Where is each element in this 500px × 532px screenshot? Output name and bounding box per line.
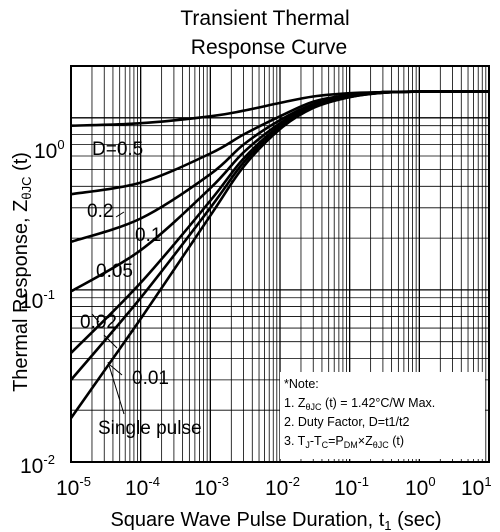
curves-group: [69, 90, 489, 419]
plot-frame: [70, 65, 490, 463]
label-d-0-05: 0.05: [96, 261, 133, 282]
note-line-1: 1. ZθJC (t) = 1.42°C/W Max.: [284, 396, 435, 412]
note-line-3: 3. TJ-TC=PDM×ZθJC (t): [284, 434, 404, 450]
curve-labels: D=0.5 0.2 0.1 0.05 0.02 0.01 Single puls…: [80, 139, 202, 439]
chart-title-line-2: Response Curve: [191, 36, 347, 59]
series-curve-6: [69, 90, 489, 419]
label-leaders: [91, 211, 125, 415]
x-tick-label-1e1: 101: [461, 474, 492, 500]
note-heading: *Note:: [284, 377, 319, 391]
label-single-pulse: Single pulse: [98, 418, 202, 439]
x-tick-label-1e-2: 10-2: [265, 474, 300, 500]
x-tick-label-1e-3: 10-3: [194, 474, 229, 500]
note-line-2: 2. Duty Factor, D=t1/t2: [284, 415, 409, 429]
x-tick-label-1e0: 100: [405, 474, 436, 500]
y-tick-label-1e0: 100: [34, 137, 65, 163]
label-d-0-1: 0.1: [135, 225, 161, 246]
label-d-0-01: 0.01: [132, 368, 169, 389]
y-axis-label: Thermal Response, ZθJC (t): [10, 152, 34, 392]
x-tick-labels: 10-5 10-4 10-3 10-2 10-1 100 101: [56, 474, 492, 500]
label-d-0-2: 0.2: [87, 201, 113, 222]
y-tick-label-1e-2: 10-2: [20, 452, 55, 478]
y-tick-label-1e-1: 10-1: [20, 287, 55, 313]
x-tick-label-1e-5: 10-5: [56, 474, 91, 500]
y-tick-labels: 10-2 10-1 100: [20, 137, 65, 478]
label-d-0-02: 0.02: [80, 312, 117, 333]
chart-title-line-1: Transient Thermal: [180, 7, 349, 30]
label-d-0-5: D=0.5: [92, 139, 143, 160]
note-box: *Note: 1. ZθJC (t) = 1.42°C/W Max. 2. Du…: [280, 372, 485, 459]
x-axis-label: Square Wave Pulse Duration, t1 (sec): [110, 509, 441, 532]
x-tick-label-1e-4: 10-4: [125, 474, 160, 500]
x-tick-label-1e-1: 10-1: [334, 474, 369, 500]
